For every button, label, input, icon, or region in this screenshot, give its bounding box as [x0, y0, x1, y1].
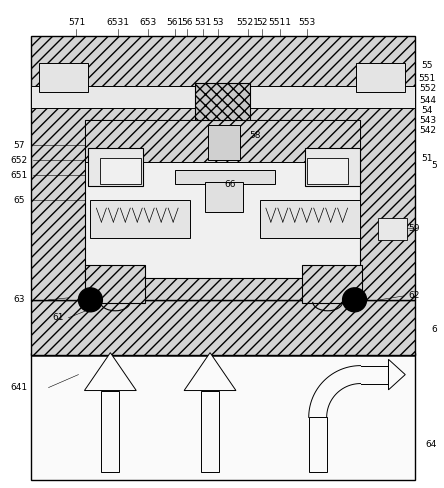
Text: 66: 66 — [224, 180, 236, 189]
Polygon shape — [184, 353, 236, 390]
Text: 542: 542 — [419, 126, 436, 135]
Text: 54: 54 — [422, 106, 433, 115]
Circle shape — [79, 288, 103, 312]
Bar — [356, 62, 405, 92]
Bar — [31, 353, 416, 480]
Bar — [31, 86, 416, 108]
Bar — [85, 121, 360, 278]
Text: 62: 62 — [409, 291, 420, 300]
Circle shape — [343, 288, 367, 312]
Text: 5521: 5521 — [237, 18, 259, 27]
Bar — [307, 158, 348, 184]
Text: 543: 543 — [419, 116, 436, 125]
Text: 531: 531 — [194, 18, 212, 27]
Polygon shape — [84, 353, 136, 390]
Bar — [88, 148, 143, 186]
Text: 64: 64 — [426, 440, 437, 449]
Bar — [31, 300, 416, 355]
Text: 55: 55 — [422, 61, 433, 70]
Text: 52: 52 — [256, 18, 268, 27]
Text: 544: 544 — [419, 96, 436, 105]
Text: 57: 57 — [13, 141, 24, 150]
Text: 6: 6 — [432, 325, 437, 334]
Text: 571: 571 — [68, 18, 85, 27]
Bar — [85, 265, 145, 303]
Text: 641: 641 — [10, 383, 27, 392]
Text: 5: 5 — [432, 161, 437, 170]
Text: 53: 53 — [212, 18, 224, 27]
Text: 553: 553 — [298, 18, 315, 27]
Polygon shape — [388, 359, 405, 390]
Bar — [201, 390, 219, 472]
Text: 561: 561 — [166, 18, 184, 27]
Text: 63: 63 — [13, 295, 24, 305]
Text: 552: 552 — [419, 84, 436, 93]
Bar — [31, 36, 416, 300]
Text: 58: 58 — [249, 131, 261, 140]
Bar — [100, 158, 141, 184]
Bar — [195, 82, 250, 121]
Bar — [305, 148, 360, 186]
Text: 61: 61 — [53, 313, 64, 322]
Bar — [377, 218, 408, 240]
Text: 6531: 6531 — [107, 18, 130, 27]
Text: 652: 652 — [10, 156, 27, 165]
Text: 51: 51 — [422, 154, 433, 163]
Bar — [101, 390, 119, 472]
Text: 653: 653 — [139, 18, 157, 27]
Bar — [208, 125, 240, 160]
Bar — [260, 200, 360, 238]
Bar — [175, 170, 275, 184]
Text: 5511: 5511 — [268, 18, 291, 27]
Text: 65: 65 — [13, 196, 24, 204]
Bar — [39, 62, 88, 92]
Bar — [91, 200, 190, 238]
Bar — [205, 182, 243, 212]
Bar — [302, 265, 361, 303]
Bar — [309, 417, 327, 472]
Text: 651: 651 — [10, 171, 27, 180]
Text: 56: 56 — [181, 18, 193, 27]
Text: 59: 59 — [408, 224, 420, 233]
Bar — [85, 121, 360, 162]
Text: 551: 551 — [419, 74, 436, 83]
